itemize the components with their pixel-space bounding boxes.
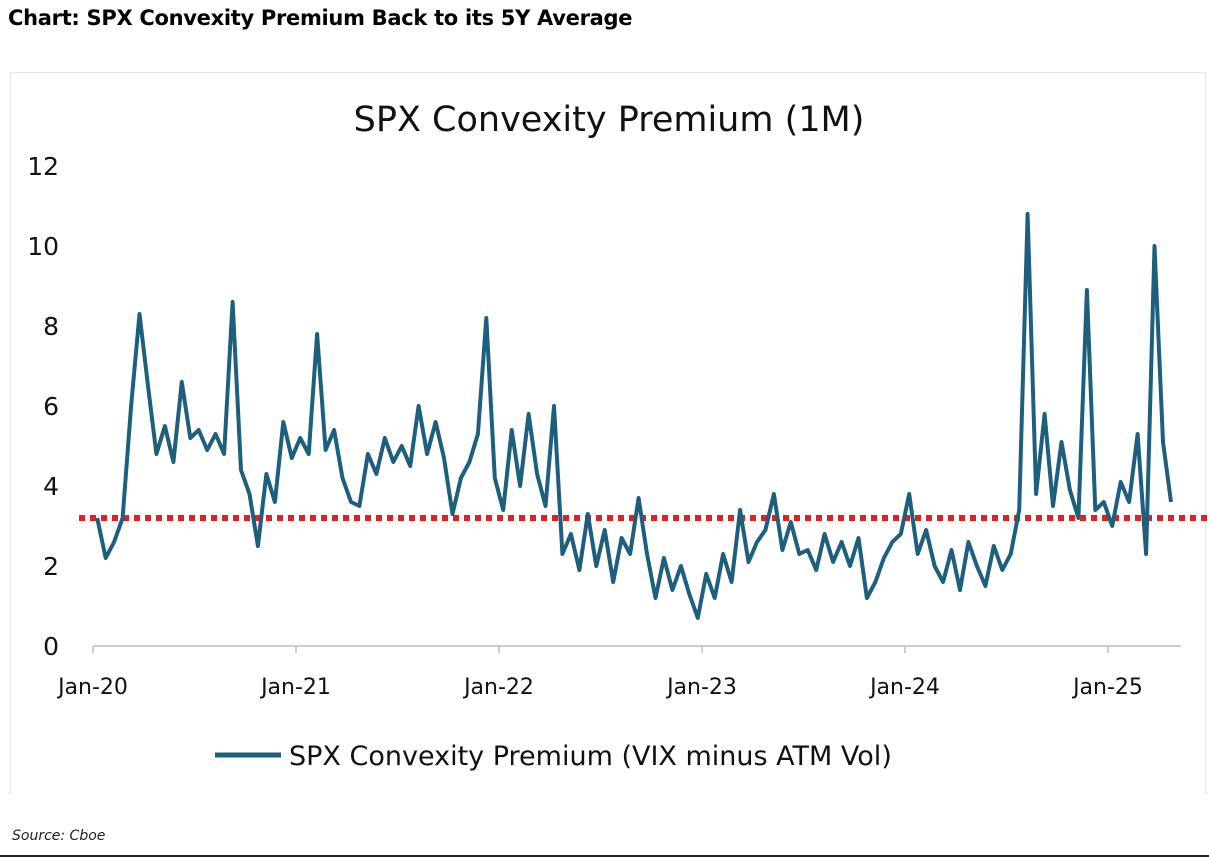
y-tick-label: 0 [43,632,59,661]
y-tick-label: 4 [43,472,59,501]
x-tick-label: Jan-22 [462,675,534,700]
y-tick-label: 10 [27,232,59,261]
series-line [95,212,1173,620]
x-tick-label: Jan-21 [259,675,331,700]
x-axis-ticks: Jan-20 Jan-21 Jan-22 Jan-23 Jan-24 Jan-25 [56,646,1143,700]
page-heading: Chart: SPX Convexity Premium Back to its… [8,6,633,30]
y-tick-label: 6 [43,392,59,421]
source-note: Source: Cboe [12,828,106,844]
x-tick-label: Jan-24 [868,675,940,700]
y-tick-label: 12 [27,152,59,181]
y-tick-label: 2 [43,552,59,581]
legend: SPX Convexity Premium (VIX minus ATM Vol… [215,741,892,772]
bottom-divider [0,855,1209,857]
x-tick-label: Jan-23 [665,675,737,700]
convexity-premium-chart: SPX Convexity Premium (1M) 0 2 4 6 8 10 12 Jan… [27,100,1207,772]
x-tick-label: Jan-25 [1071,675,1143,700]
x-tick-label: Jan-20 [56,675,128,700]
y-tick-label: 8 [43,312,59,341]
legend-label: SPX Convexity Premium (VIX minus ATM Vol… [289,741,892,772]
chart-frame: SPX Convexity Premium (1M) 0 2 4 6 8 10 12 Jan… [10,72,1207,794]
y-axis-ticks: 0 2 4 6 8 10 12 [27,152,59,661]
chart-title: SPX Convexity Premium (1M) [354,100,865,140]
